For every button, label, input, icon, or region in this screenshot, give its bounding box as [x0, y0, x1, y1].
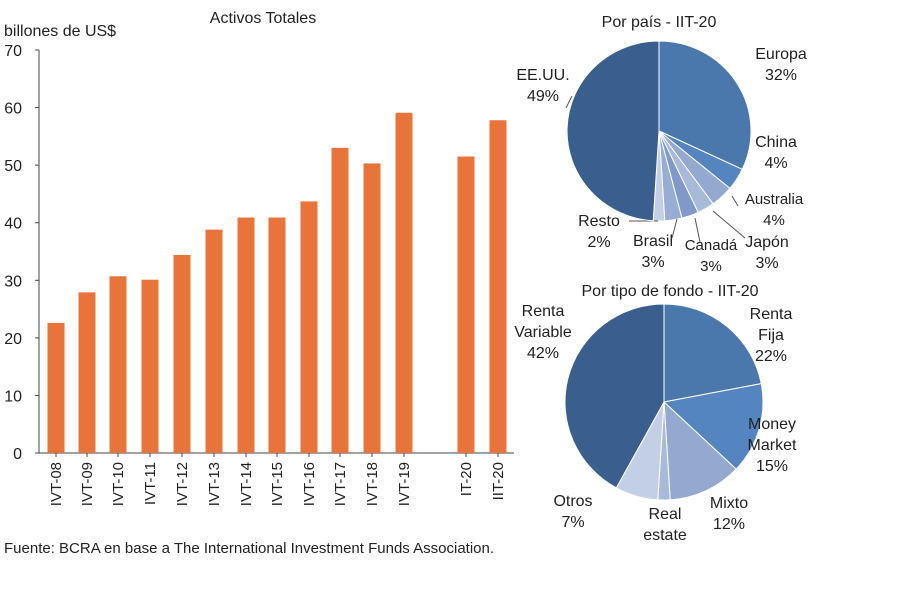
bar-IVT-14: [237, 217, 255, 453]
y-tick-label: 50: [4, 158, 22, 175]
x-tick-label: IVT-13: [206, 462, 223, 506]
pie-slice-renta-fija: [663, 303, 762, 403]
bar-IVT-19: [395, 112, 413, 453]
pie-chart-por-pais: Por país - IIT-20 Europa 32% China 4% Austral…: [516, 14, 807, 275]
pie-label-australia: Australia 4%: [745, 191, 804, 229]
pie-leader-line: [671, 218, 678, 239]
pie-slice-mixto: [663, 400, 737, 501]
figure-canvas: Activos Totales billones de US$ 0 10 20 30 40 5…: [4, 10, 807, 540]
bar-IVT-12: [173, 254, 191, 453]
bar-chart-title: Activos Totales: [210, 10, 316, 27]
y-tick-label: 30: [4, 273, 22, 290]
pie-label-canad: Canadá 3%: [685, 237, 738, 275]
pie-label-eeuu: EE.UU. 49%: [516, 67, 569, 105]
y-tick-label: 0: [13, 446, 22, 463]
bar-IVT-15: [268, 217, 286, 453]
x-tick-label: IT-20: [458, 462, 475, 496]
x-tick-label: IIT-20: [490, 462, 507, 500]
x-tick-label: IVT-17: [332, 462, 349, 506]
x-tick-label: IVT-09: [79, 462, 96, 506]
y-axis-label: billones de US$: [4, 23, 116, 40]
pie-title: Por país - IIT-20: [602, 14, 717, 31]
y-tick-label: 20: [4, 331, 22, 348]
pie-chart-por-tipo-de-fondo: Por tipo de fondo - IIT-20 Renta Fija 22% Mo…: [514, 283, 797, 540]
pie-slice-renta-variable: [564, 303, 665, 489]
x-tick-label: IVT-18: [364, 462, 381, 506]
pie-label-renta-variable: Renta Variable 42%: [514, 303, 572, 362]
source-note: Fuente: BCRA en base a The International…: [4, 540, 495, 557]
pie-label-resto: Resto 2%: [578, 213, 620, 251]
pie-label-brasil: Brasil 3%: [633, 233, 673, 271]
pie-slice-money-market: [662, 383, 764, 470]
y-tick-label: 40: [4, 216, 22, 233]
bar-IVT-10: [109, 276, 127, 453]
bar-IVT-13: [205, 229, 223, 453]
bar-IIT-20: [489, 120, 507, 453]
x-tick-label: IVT-14: [238, 462, 255, 506]
pie-slice-europa: [658, 40, 752, 170]
pie-leader-line: [694, 217, 701, 243]
bar-chart-activos-totales: Activos Totales billones de US$ 0 10 20 30 40 5…: [4, 10, 514, 506]
y-tick-label: 60: [4, 101, 22, 118]
y-tick-label: 70: [4, 43, 22, 60]
pie-label-money-market: Money Market 15%: [748, 416, 797, 475]
bar-IVT-11: [141, 279, 159, 453]
bar-IVT-08: [47, 322, 65, 453]
x-tick-label: IVT-15: [269, 462, 286, 506]
y-tick-label: 10: [4, 388, 22, 405]
x-tick-label: IVT-08: [48, 462, 65, 506]
pie-title: Por tipo de fondo - IIT-20: [582, 283, 759, 300]
pie-slice-eeuu: [566, 40, 660, 222]
bar-IT-20: [457, 156, 475, 453]
pie-label-china: China 4%: [755, 134, 797, 172]
x-tick-label: IVT-12: [174, 462, 191, 506]
pie-leader-line: [565, 95, 573, 109]
pie-label-real-estate: Realestate2%: [643, 506, 687, 540]
pie-label-japn: Japón 3%: [745, 234, 789, 272]
pie-label-mixto: Mixto 12%: [710, 495, 748, 533]
bar-IVT-16: [300, 201, 318, 453]
pie-label-otros: Otros 7%: [553, 493, 592, 531]
x-tick-label: IVT-10: [110, 462, 127, 506]
x-tick-label: IVT-11: [142, 462, 159, 505]
bar-IVT-18: [363, 163, 381, 453]
x-tick-label: IVT-19: [396, 462, 413, 506]
pie-leader-line: [712, 210, 746, 239]
pie-label-europa: Europa 32%: [755, 46, 807, 84]
x-tick-label: IVT-16: [301, 462, 318, 506]
pie-label-renta-fija: Renta Fija 22%: [750, 306, 793, 365]
bar-IVT-09: [78, 292, 96, 453]
pie-leader-line: [731, 195, 739, 207]
bar-IVT-17: [331, 147, 349, 453]
